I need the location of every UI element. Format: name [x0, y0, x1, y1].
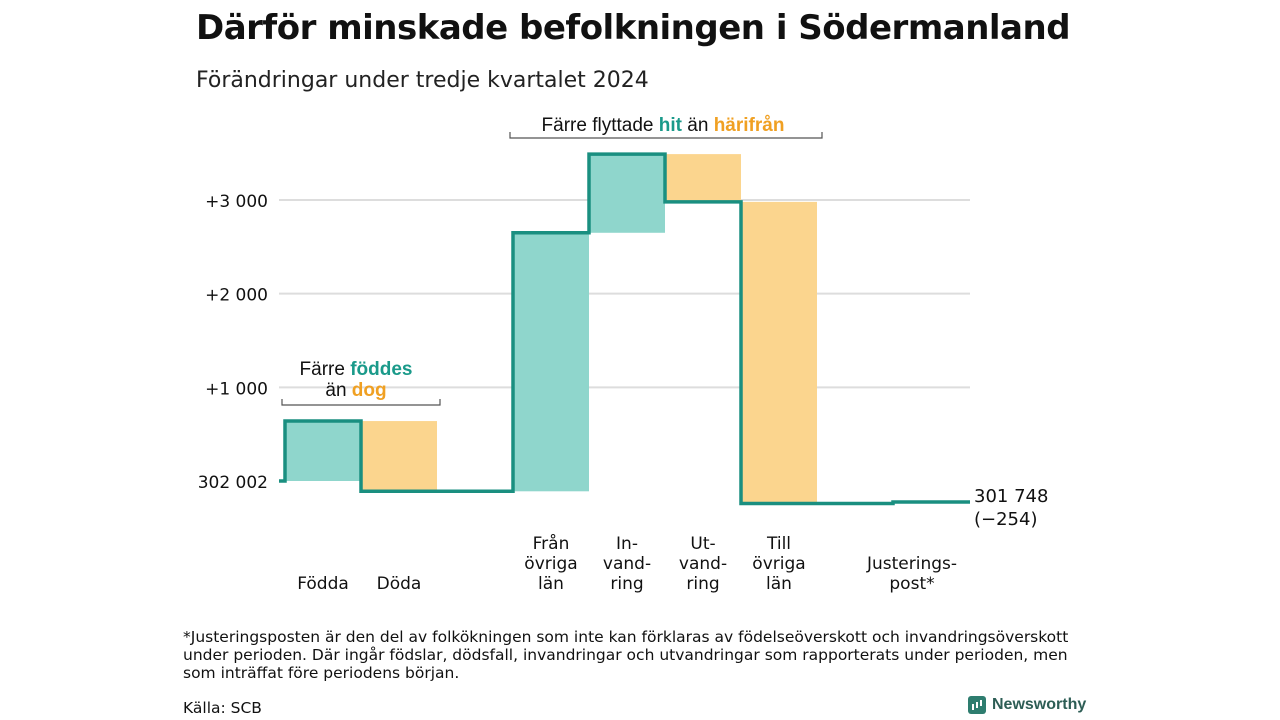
- bar-till-övriga-län: [741, 201, 817, 504]
- category-label: övriga: [524, 554, 577, 574]
- brand-name: Newsworthy: [992, 696, 1087, 713]
- y-tick-label: +3 000: [205, 192, 268, 212]
- newsworthy-logo-icon: [968, 696, 986, 714]
- category-label: Justerings-: [866, 554, 957, 574]
- source-note: Källa: SCB: [183, 699, 262, 717]
- bar-från-övriga-län: [513, 232, 589, 492]
- end-value-label: 301 748: [974, 486, 1048, 507]
- category-label: övriga: [752, 554, 805, 574]
- chart-title: Därför minskade befolkningen i Södermanl…: [196, 8, 1071, 48]
- category-label: Döda: [377, 574, 422, 594]
- footnote: *Justeringsposten är den del av folkökni…: [183, 628, 1069, 682]
- bar-invandring: [589, 154, 665, 233]
- category-label: län: [766, 574, 792, 594]
- annotation-births-deaths-line2: än dog: [325, 380, 386, 401]
- end-change-label: (−254): [974, 509, 1037, 530]
- chart-subtitle: Förändringar under tredje kvartalet 2024: [196, 68, 649, 93]
- category-label: Födda: [297, 574, 349, 594]
- category-label: Till: [766, 534, 791, 554]
- annotation-migration: Färre flyttade hit än härifrån: [542, 115, 785, 136]
- y-tick-label: +1 000: [205, 379, 268, 399]
- category-label: Från: [533, 533, 570, 554]
- category-label: ring: [686, 574, 719, 594]
- waterfall-chart: 302 002 +1 000 +2 000 +3 000 301 748(−254) Fö…: [198, 115, 1049, 594]
- bar-utvandring: [665, 154, 741, 202]
- category-label: Ut-: [690, 534, 715, 554]
- category-label: vand-: [603, 554, 651, 574]
- annotation-bracket: [509, 132, 823, 139]
- category-label: län: [538, 574, 564, 594]
- annotation-bracket: [281, 399, 441, 406]
- y-tick-label: 302 002: [198, 473, 268, 493]
- y-tick-label: +2 000: [205, 286, 268, 306]
- category-label: post*: [889, 574, 934, 594]
- category-label: In-: [616, 534, 638, 554]
- category-label: ring: [610, 574, 643, 594]
- annotation-births-deaths: Färre föddes: [300, 359, 413, 380]
- step-line: [279, 152, 970, 506]
- category-label: vand-: [679, 554, 727, 574]
- bar-döda: [361, 421, 437, 492]
- brand-logo: Newsworthy: [968, 696, 1086, 714]
- bar-födda: [285, 421, 361, 481]
